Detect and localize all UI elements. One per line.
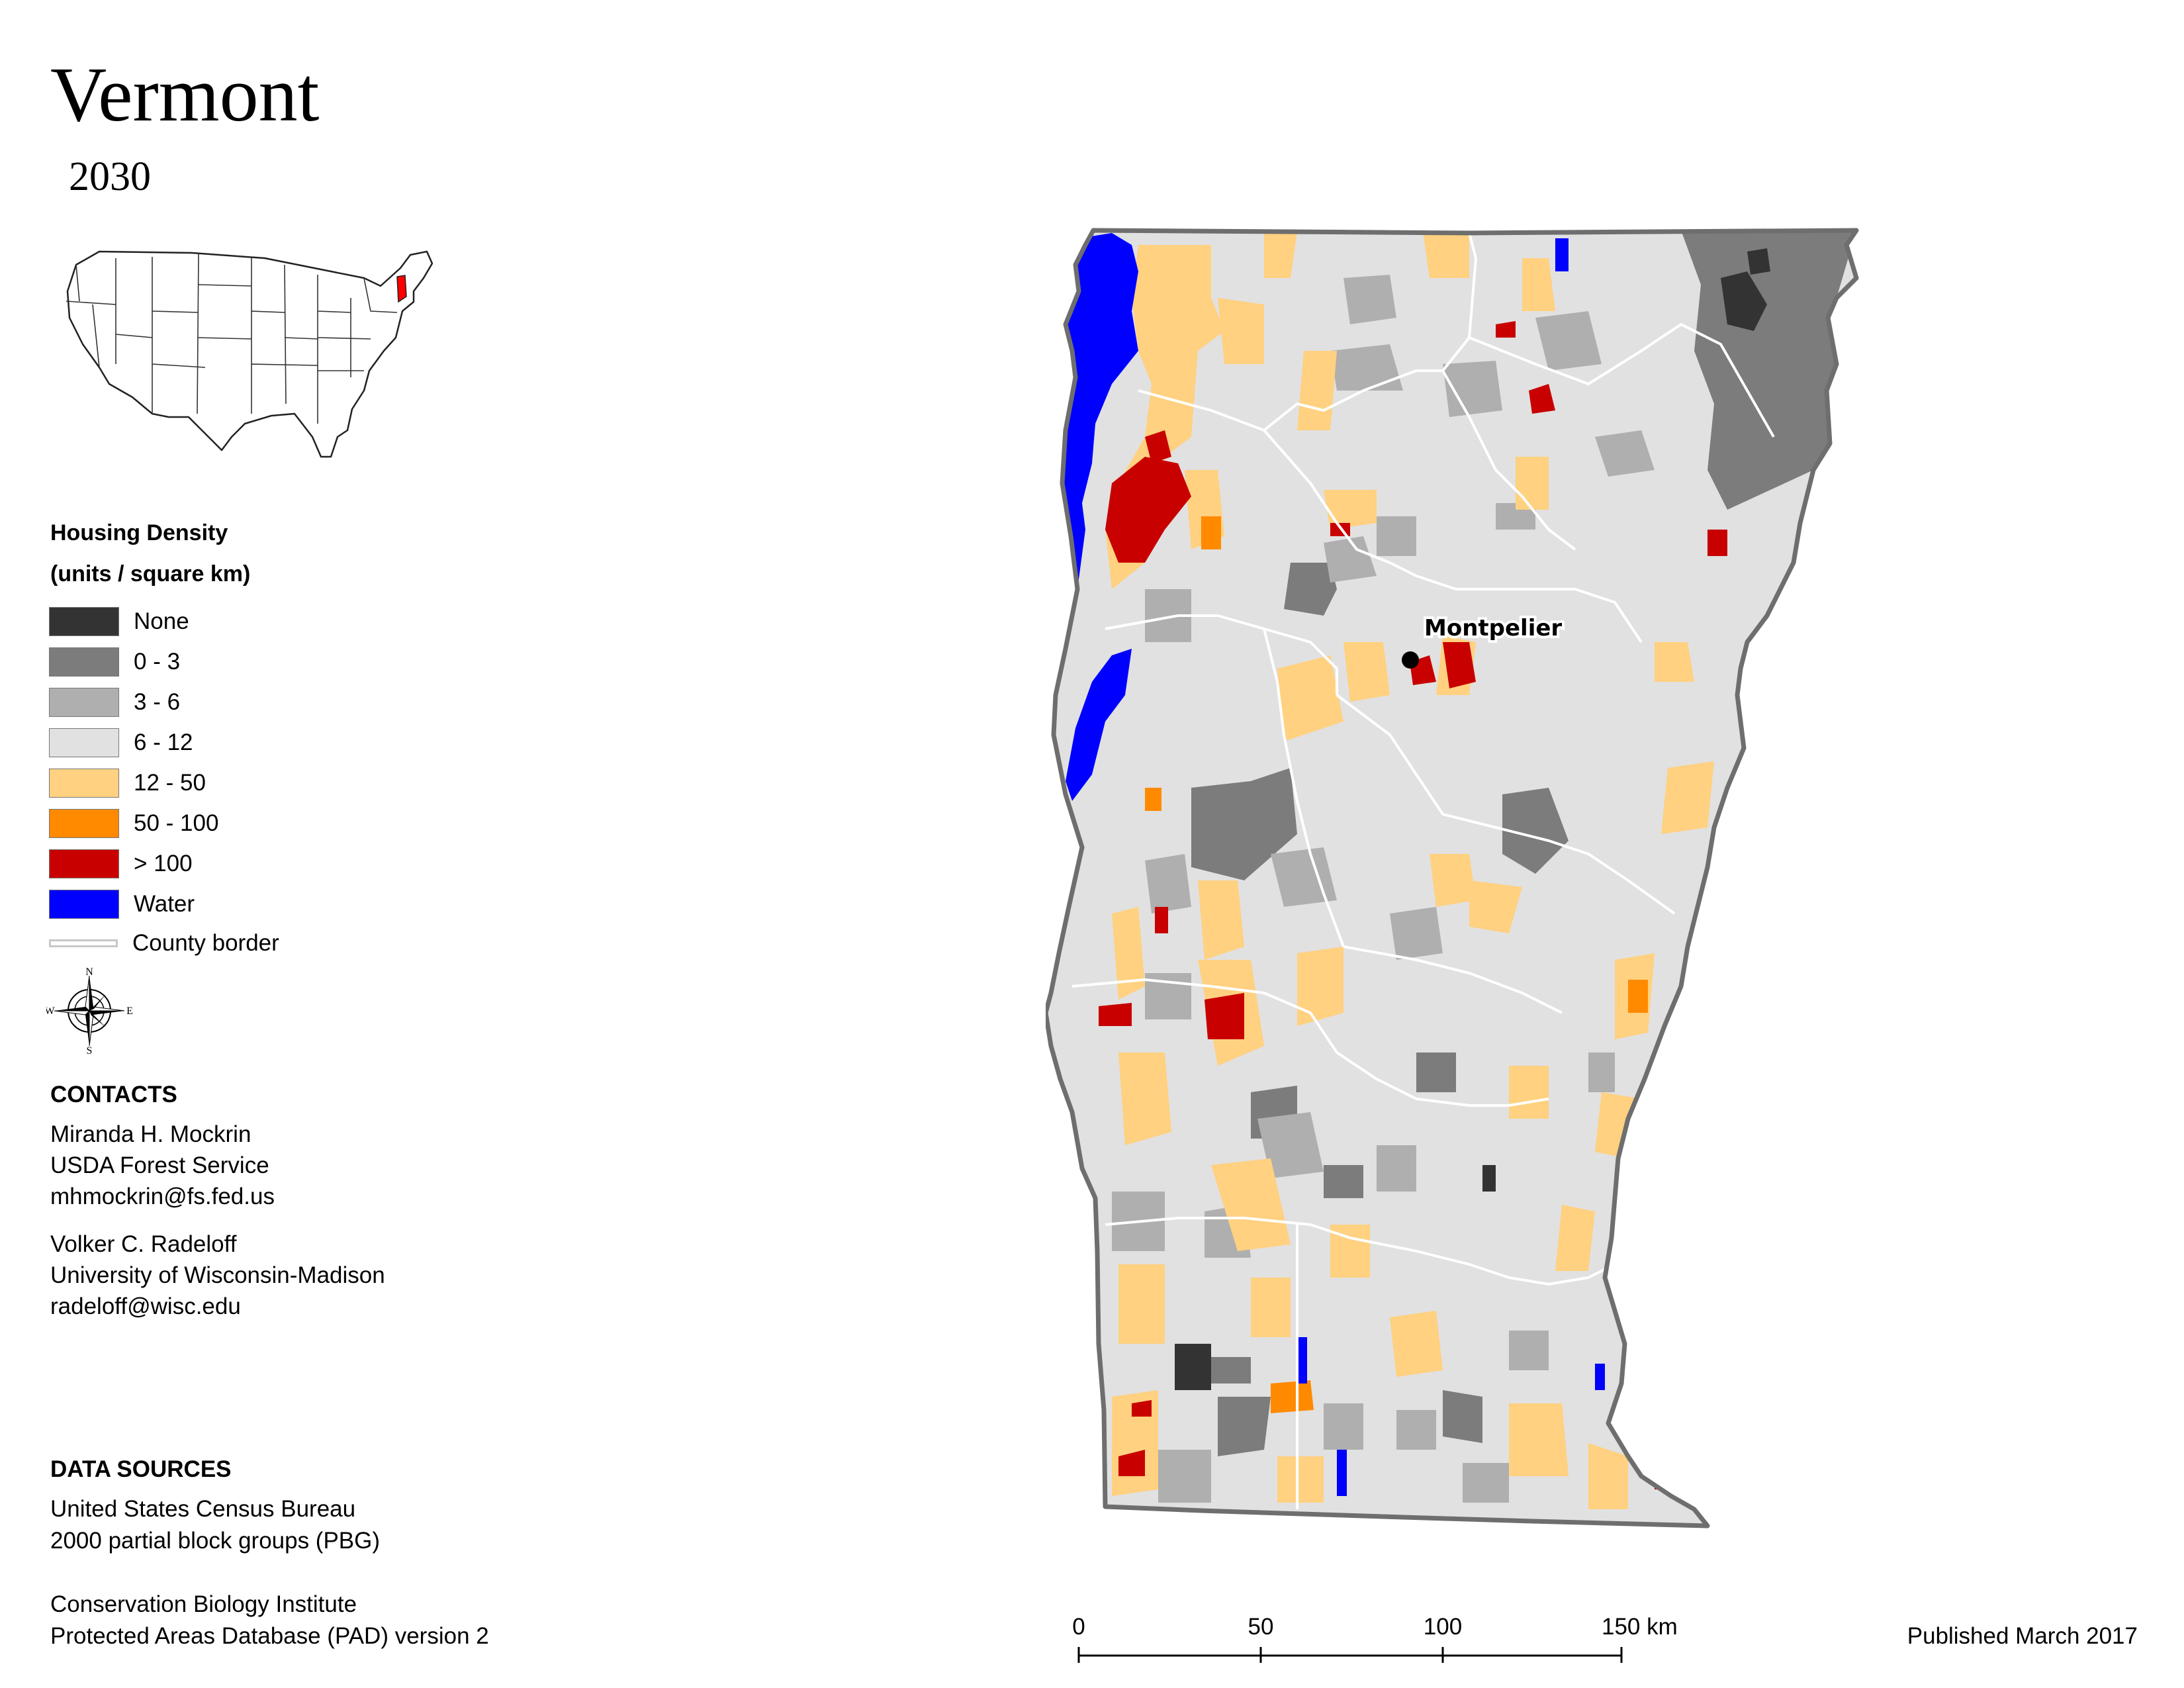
contact-email[interactable]: radeloff@wisc.edu bbox=[50, 1293, 241, 1319]
contact-name: Miranda H. Mockrin bbox=[50, 1121, 251, 1147]
legend-label: Water bbox=[134, 891, 195, 917]
map-title: Vermont bbox=[50, 51, 320, 138]
legend-swatch bbox=[49, 728, 119, 757]
scale-label-0: 0 bbox=[1072, 1614, 1085, 1640]
legend-item-over-100: > 100 bbox=[49, 849, 193, 879]
map-year: 2030 bbox=[69, 154, 151, 199]
data-source-line: 2000 partial block groups (PBG) bbox=[50, 1528, 381, 1554]
legend-label: 50 - 100 bbox=[134, 810, 219, 836]
legend-swatch bbox=[49, 849, 119, 878]
legend-item-12-50: 12 - 50 bbox=[49, 768, 206, 798]
us-locator-map bbox=[66, 250, 433, 458]
legend-label: 0 - 3 bbox=[134, 649, 181, 675]
compass-e: E bbox=[126, 1006, 132, 1017]
contact-org: USDA Forest Service bbox=[50, 1152, 269, 1178]
vermont-housing-density-map: Montpelier bbox=[1046, 228, 1859, 1528]
legend-swatch bbox=[49, 647, 119, 677]
legend-title: Housing Density bbox=[50, 520, 228, 545]
legend-units: (units / square km) bbox=[50, 561, 251, 586]
compass-s: S bbox=[87, 1045, 93, 1054]
legend-label: 3 - 6 bbox=[134, 689, 181, 715]
contact-org: University of Wisconsin-Madison bbox=[50, 1262, 385, 1288]
density-patches bbox=[1062, 230, 1856, 1509]
legend-label: 6 - 12 bbox=[134, 729, 193, 755]
legend-label: 12 - 50 bbox=[134, 770, 206, 796]
scale-label-50: 50 bbox=[1248, 1614, 1274, 1640]
legend-item-none: None bbox=[49, 606, 189, 637]
scale-label-150: 150 km bbox=[1602, 1614, 1678, 1640]
scale-label-100: 100 bbox=[1423, 1614, 1463, 1640]
legend-swatch bbox=[49, 890, 119, 919]
contacts-heading: CONTACTS bbox=[50, 1082, 177, 1107]
data-source-line: Protected Areas Database (PAD) version 2 bbox=[50, 1623, 489, 1649]
state-outline bbox=[1046, 228, 1859, 1528]
us-outline bbox=[66, 250, 433, 458]
legend-item-50-100: 50 - 100 bbox=[49, 808, 218, 839]
legend-swatch bbox=[49, 607, 119, 636]
data-source-line: United States Census Bureau bbox=[50, 1496, 356, 1522]
vermont-highlight bbox=[396, 275, 407, 303]
legend-swatch bbox=[49, 769, 119, 798]
montpelier-marker bbox=[1402, 651, 1419, 669]
contact-name: Volker C. Radeloff bbox=[50, 1231, 237, 1257]
montpelier-label: Montpelier bbox=[1424, 615, 1562, 641]
scale-bar bbox=[1077, 1647, 1623, 1663]
contact-email[interactable]: mhmockrin@fs.fed.us bbox=[50, 1184, 275, 1209]
compass-n: N bbox=[85, 968, 93, 978]
legend-label: County border bbox=[132, 930, 279, 956]
legend-swatch bbox=[49, 809, 119, 838]
county-borders bbox=[1071, 232, 1775, 1509]
legend-item-6-12: 6 - 12 bbox=[49, 727, 193, 758]
compass-w: W bbox=[46, 1006, 55, 1017]
legend-item-county-border: County border bbox=[49, 928, 279, 959]
legend-label: > 100 bbox=[134, 851, 193, 876]
legend-swatch bbox=[49, 688, 119, 717]
legend-item-0-3: 0 - 3 bbox=[49, 647, 180, 677]
data-sources-heading: DATA SOURCES bbox=[50, 1456, 232, 1482]
compass-rose-icon: N S E W bbox=[46, 968, 132, 1054]
published-date: Published March 2017 bbox=[1907, 1623, 2138, 1649]
legend-item-water: Water bbox=[49, 889, 195, 919]
data-source-line: Conservation Biology Institute bbox=[50, 1591, 357, 1617]
legend-label: None bbox=[134, 608, 189, 634]
legend-item-3-6: 3 - 6 bbox=[49, 687, 180, 718]
county-border-sample bbox=[49, 939, 118, 947]
